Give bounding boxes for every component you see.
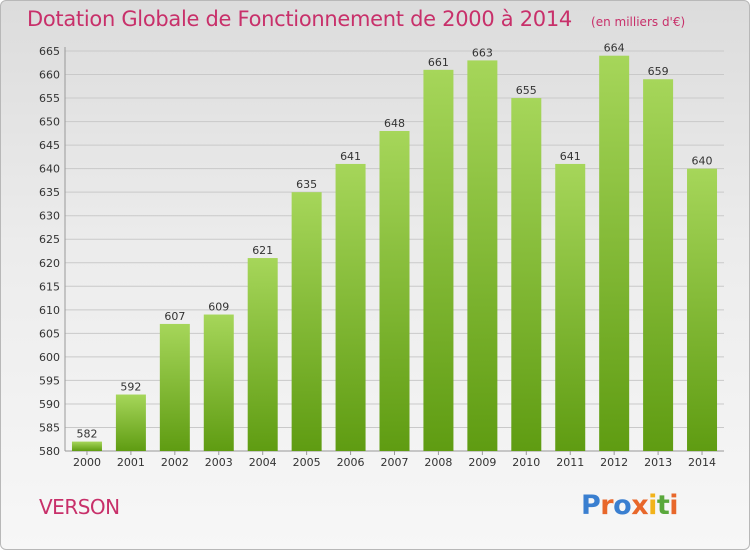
y-tick-label: 650 [39, 116, 60, 129]
logo-letter: t [656, 490, 670, 521]
bar-value-label: 592 [120, 381, 141, 394]
x-tick-label: 2007 [381, 456, 409, 469]
bar [511, 98, 542, 451]
bar [423, 69, 454, 451]
logo-letter: P [581, 490, 601, 521]
bar-value-label: 655 [516, 84, 537, 97]
bar [115, 394, 146, 451]
bar [203, 314, 234, 451]
bar-value-label: 609 [208, 301, 229, 314]
proxiti-logo[interactable]: Proxiti [581, 490, 679, 521]
y-tick-label: 630 [39, 210, 60, 223]
bar [467, 60, 498, 451]
bar-value-label: 661 [428, 56, 449, 69]
logo-letter: i [669, 490, 679, 521]
y-tick-label: 625 [39, 233, 60, 246]
x-tick-label: 2001 [117, 456, 145, 469]
x-tick-label: 2008 [424, 456, 452, 469]
bar-value-label: 648 [384, 117, 405, 130]
y-tick-label: 645 [39, 139, 60, 152]
labels: 580 585 590 595 600 605 610 615 620 625 630 635 640 6… [39, 42, 716, 469]
chart-title: Dotation Globale de Fonctionnement de 20… [27, 7, 572, 31]
y-tick-label: 600 [39, 351, 60, 364]
y-tick-label: 610 [39, 304, 60, 317]
bar [159, 323, 190, 451]
bar [247, 258, 278, 451]
bar [71, 441, 102, 451]
logo-letter: x [631, 490, 649, 521]
y-tick-label: 590 [39, 398, 60, 411]
y-tick-label: 605 [39, 327, 60, 340]
bar [335, 163, 366, 452]
bar [379, 131, 410, 451]
bars [71, 55, 718, 452]
x-tick-label: 2011 [556, 456, 584, 469]
title-row: Dotation Globale de Fonctionnement de 20… [27, 7, 685, 31]
bar-value-label: 621 [252, 244, 273, 257]
x-tick-label: 2010 [512, 456, 540, 469]
bar-value-label: 640 [692, 155, 713, 168]
x-tick-label: 2000 [73, 456, 101, 469]
bar [643, 79, 674, 451]
y-tick-label: 595 [39, 374, 60, 387]
y-tick-label: 635 [39, 186, 60, 199]
bar-value-label: 659 [648, 65, 669, 78]
bar [687, 168, 718, 451]
bar-value-label: 635 [296, 178, 317, 191]
x-tick-label: 2005 [293, 456, 321, 469]
commune-name: VERSON [39, 495, 120, 519]
chart-unit: (en milliers d'€) [591, 15, 686, 29]
x-tick-label: 2003 [205, 456, 233, 469]
x-tick-label: 2013 [644, 456, 672, 469]
bar [599, 55, 630, 452]
y-tick-label: 580 [39, 445, 60, 458]
bar [555, 163, 586, 452]
x-tick-label: 2004 [249, 456, 277, 469]
y-tick-label: 655 [39, 92, 60, 105]
bar-value-label: 607 [164, 310, 185, 323]
bar-value-label: 582 [76, 428, 97, 441]
x-tick-label: 2002 [161, 456, 189, 469]
logo-letter: i [648, 490, 657, 521]
y-tick-label: 640 [39, 163, 60, 176]
y-tick-label: 660 [39, 69, 60, 82]
x-tick-label: 2009 [468, 456, 496, 469]
y-tick-label: 620 [39, 257, 60, 270]
x-tick-label: 2006 [337, 456, 365, 469]
y-tick-label: 615 [39, 280, 60, 293]
y-tick-label: 665 [39, 45, 60, 58]
bar-value-label: 663 [472, 46, 493, 59]
bar-value-label: 641 [340, 150, 361, 163]
bar [291, 192, 322, 452]
x-tick-label: 2012 [600, 456, 628, 469]
y-tick-label: 585 [39, 421, 60, 434]
logo-letter: r [600, 490, 614, 521]
x-tick-label: 2014 [688, 456, 716, 469]
bar-value-label: 664 [604, 42, 625, 55]
logo-letter: o [613, 490, 632, 521]
bar-value-label: 641 [560, 150, 581, 163]
